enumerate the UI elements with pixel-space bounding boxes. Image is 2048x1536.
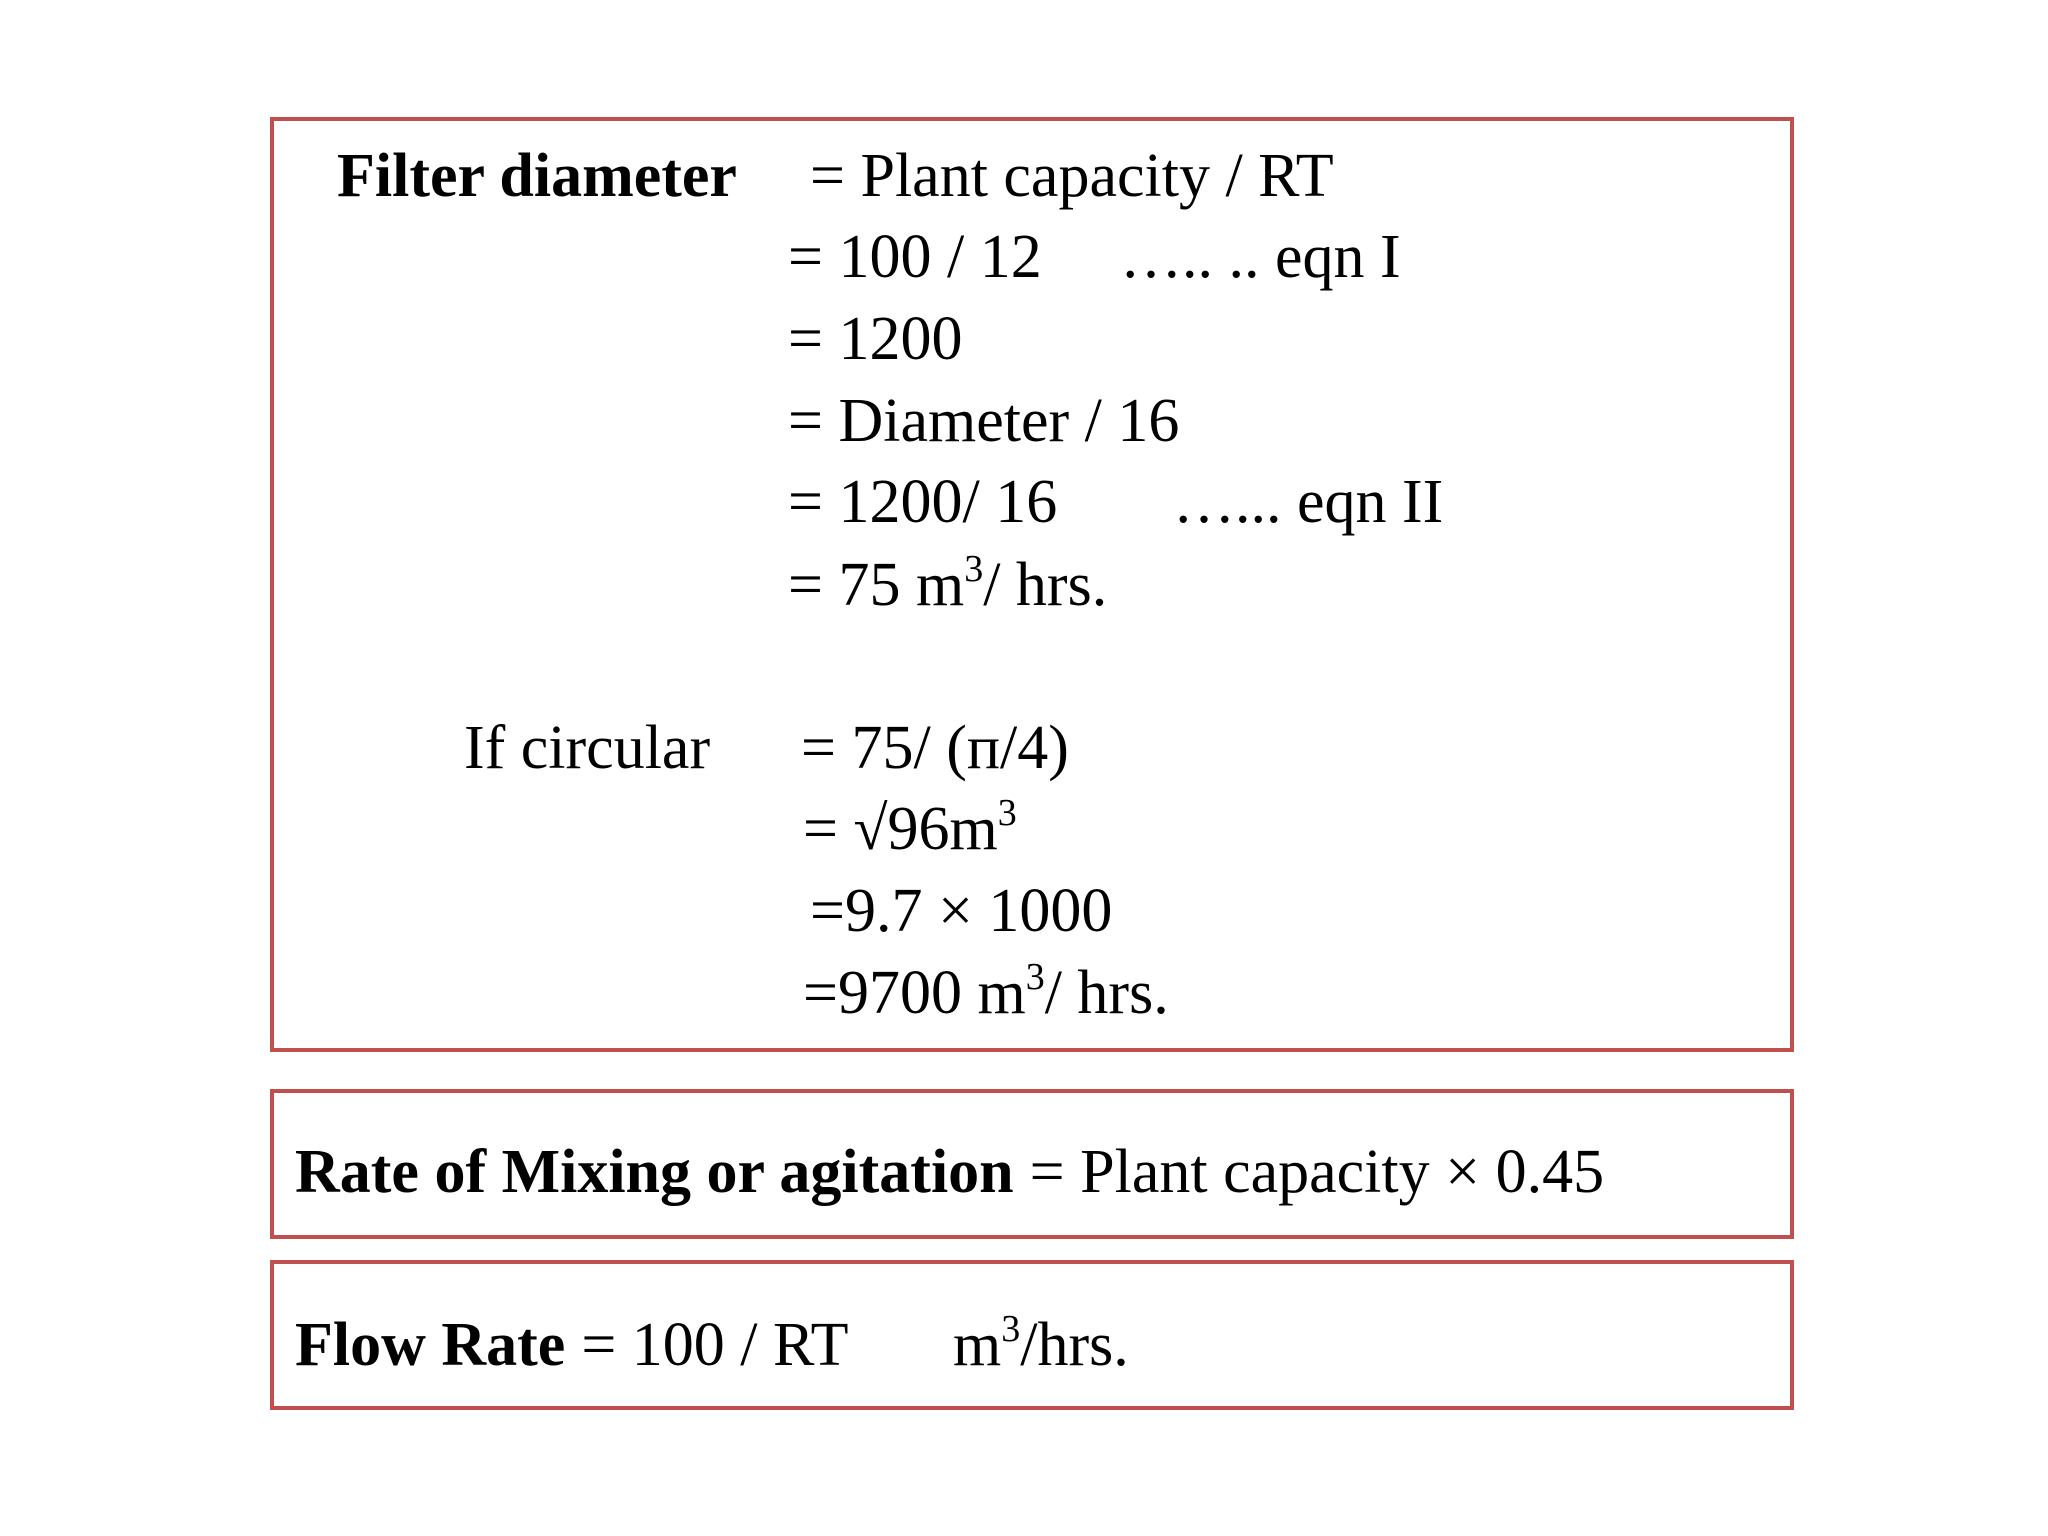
eqn-tag: ….. .. eqn I: [1120, 223, 1401, 291]
box-mixing: [270, 1089, 1794, 1239]
step-text: / hrs.: [1045, 959, 1169, 1027]
step: = √96m3: [803, 792, 1017, 863]
step: = 75 m3/ hrs.: [788, 548, 1107, 619]
step-text: / hrs.: [983, 551, 1107, 619]
superscript: 3: [998, 792, 1017, 834]
step-text: =9700 m: [803, 959, 1026, 1027]
box-filter: [270, 117, 1794, 1052]
step-text: = 75 m: [788, 551, 964, 619]
step-text: = √96m: [803, 795, 998, 863]
step: = Diameter / 16: [788, 387, 1179, 455]
step: = 1200/ 16: [788, 468, 1057, 536]
step: =9700 m3/ hrs.: [803, 956, 1169, 1027]
step: =9.7 × 1000: [810, 877, 1112, 945]
unit: m3/hrs.: [953, 1308, 1129, 1379]
unit-text: m: [953, 1311, 1001, 1379]
formula: = Plant capacity / RT: [810, 142, 1334, 210]
formula: = Plant capacity × 0.45: [1030, 1138, 1604, 1206]
label: If circular: [464, 714, 710, 782]
label: Filter diameter: [337, 142, 737, 210]
step: = 100 / 12: [788, 223, 1042, 291]
line: Flow Rate = 100 / RT: [295, 1311, 849, 1379]
formula: = 75/ (п/4): [801, 714, 1069, 782]
line: Rate of Mixing or agitation = Plant capac…: [295, 1138, 1604, 1206]
superscript: 3: [1001, 1308, 1020, 1350]
superscript: 3: [1026, 956, 1045, 998]
superscript: 3: [964, 548, 983, 590]
label: Flow Rate: [295, 1311, 565, 1379]
step: = 1200: [788, 305, 962, 373]
formula: = 100 / RT: [581, 1311, 848, 1379]
label: Rate of Mixing or agitation: [295, 1138, 1014, 1206]
box-flow: [270, 1260, 1794, 1410]
eqn-tag: …... eqn II: [1173, 468, 1443, 536]
unit-text: /hrs.: [1020, 1311, 1129, 1379]
